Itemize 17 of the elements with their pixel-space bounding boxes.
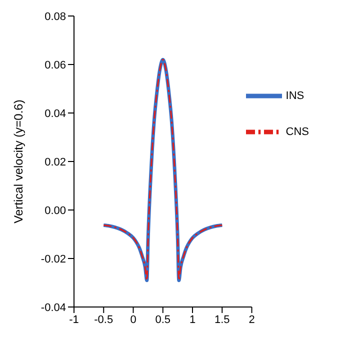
legend-label: CNS [286,126,309,138]
legend-label: INS [286,90,304,102]
x-tick-label: 2 [248,314,255,326]
x-tick-label: -1 [69,314,79,326]
y-tick-label: 0.04 [44,108,66,120]
x-tick-label: 0.5 [155,314,171,326]
y-tick-label: 0.08 [44,10,66,23]
x-tick-label: 1.5 [214,314,230,326]
y-axis-title: Vertical velocity (y=0.6) [11,100,26,224]
y-tick-label: 0.06 [44,59,66,72]
y-tick-label: 0.02 [44,156,66,168]
x-tick-label: 1 [189,314,196,326]
y-tick-label: 0.00 [44,204,66,217]
y-tick-label: -0.02 [40,253,66,266]
x-tick-label: 0 [130,314,136,326]
y-tick-label: -0.04 [40,302,66,314]
x-tick-label: -0.5 [94,314,114,326]
